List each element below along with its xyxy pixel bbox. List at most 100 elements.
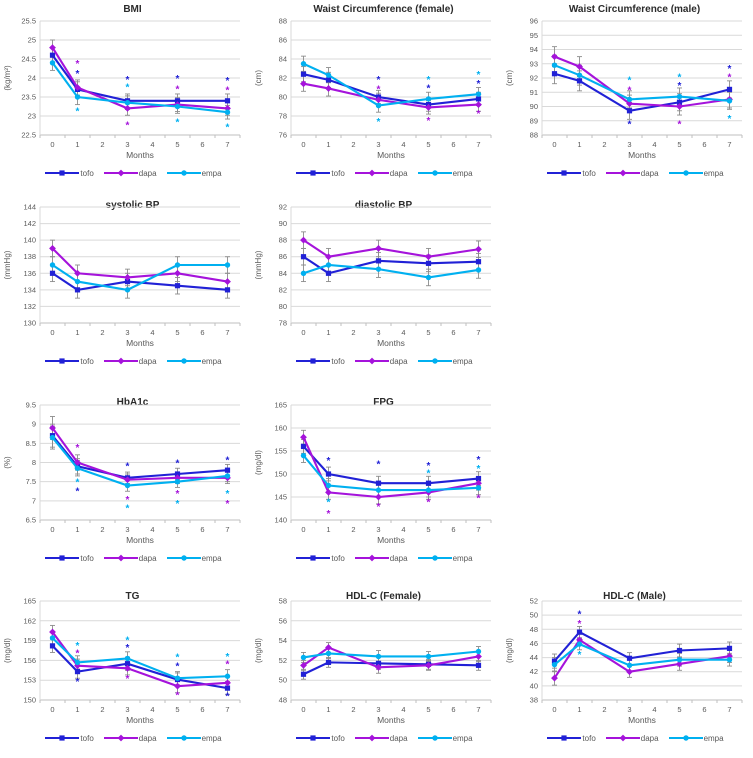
legend-marker-tofo — [547, 735, 582, 741]
legend-label: dapa — [138, 168, 157, 178]
sig-asterisk-empa: * — [76, 106, 80, 117]
sig-asterisk-dapa: * — [377, 84, 381, 95]
sig-asterisk-tofo: * — [176, 662, 180, 673]
series-dapa — [300, 644, 482, 671]
chart-plot: 150 153 156 159 162 165 0 1 2 3 4 5 6 7 Months (mg/dl) *… — [3, 597, 241, 725]
chart-waist-male: Waist Circumference (male) 88 89 90 91 92 93 94… — [502, 0, 753, 186]
x-tick-label: 4 — [401, 705, 405, 714]
x-tick-label: 2 — [602, 140, 606, 149]
x-tick-label: 7 — [225, 705, 229, 714]
sig-asterisk-empa: * — [176, 118, 180, 129]
x-tick-label: 7 — [476, 140, 480, 149]
chart-plot: 140 145 150 155 160 165 0 1 2 3 4 5 6 7 Months (mg/dl) *… — [254, 401, 492, 545]
x-axis-label: Months — [126, 338, 154, 348]
x-tick-label: 3 — [125, 140, 129, 149]
x-tick-label: 7 — [476, 328, 480, 337]
gridlines — [290, 206, 492, 326]
legend-item-empa: empa — [417, 356, 473, 366]
sig-asterisk-dapa: * — [126, 495, 130, 506]
x-tick-label: 4 — [401, 525, 405, 534]
sig-asterisk-tofo: * — [678, 81, 682, 92]
gridlines — [290, 600, 492, 703]
series-empa — [300, 61, 482, 109]
y-tick-label: 82 — [279, 285, 287, 294]
y-tick-label: 165 — [23, 597, 36, 606]
y-tick-label: 156 — [23, 656, 36, 665]
x-tick-label: 6 — [451, 705, 455, 714]
x-tick-label: 2 — [100, 328, 104, 337]
x-tick-label: 1 — [577, 140, 581, 149]
legend-item-empa: empa — [166, 168, 222, 178]
chart-legend: tofo dapa empa — [0, 727, 251, 749]
x-tick-label: 1 — [326, 328, 330, 337]
gridlines — [39, 206, 241, 326]
x-tick-label: 5 — [426, 328, 430, 337]
significance-marks: ********* — [628, 64, 732, 131]
legend-label: empa — [452, 168, 473, 178]
sig-asterisk-dapa: * — [628, 85, 632, 96]
gridlines — [290, 404, 492, 523]
sig-asterisk-empa: * — [427, 469, 431, 480]
legend-label: empa — [201, 733, 222, 743]
x-tick-label: 6 — [200, 140, 204, 149]
sig-asterisk-empa: * — [226, 122, 230, 133]
sig-asterisk-dapa: * — [226, 499, 230, 510]
y-tick-label: 86 — [279, 36, 287, 45]
legend-label: dapa — [138, 356, 157, 366]
y-axis-unit-label: (mg/dl) — [254, 638, 263, 663]
legend-label: dapa — [640, 168, 659, 178]
sig-asterisk-dapa: * — [76, 59, 80, 70]
x-tick-label: 7 — [476, 525, 480, 534]
chart-plot: 130 132 134 136 138 140 142 144 0 1 2 3 4 5 6 7 Months (m… — [3, 203, 241, 348]
sig-asterisk-dapa: * — [427, 498, 431, 509]
sig-asterisk-tofo: * — [427, 84, 431, 95]
y-tick-label: 160 — [274, 424, 287, 433]
legend-label: empa — [452, 356, 473, 366]
series-empa — [300, 648, 482, 661]
y-tick-label: 25 — [28, 36, 36, 45]
x-tick-label: 3 — [376, 328, 380, 337]
y-tick-label: 42 — [530, 667, 538, 676]
y-tick-label: 91 — [530, 88, 538, 97]
legend-label: dapa — [138, 553, 157, 563]
y-axis-unit-label: (cm) — [254, 70, 263, 86]
legend-item-empa: empa — [668, 168, 724, 178]
sig-asterisk-dapa: * — [477, 493, 481, 504]
legend-item-tofo: tofo — [45, 553, 94, 563]
sig-asterisk-tofo: * — [477, 79, 481, 90]
legend-marker-dapa — [354, 357, 389, 365]
x-tick-label: 1 — [75, 705, 79, 714]
legend-label: dapa — [389, 553, 408, 563]
sig-asterisk-empa: * — [126, 83, 130, 94]
legend-label: empa — [452, 733, 473, 743]
legend-item-empa: empa — [166, 733, 222, 743]
y-tick-label: 140 — [23, 236, 36, 245]
x-tick-label: 0 — [301, 705, 305, 714]
legend-item-dapa: dapa — [354, 733, 408, 743]
legend-marker-tofo — [547, 170, 582, 176]
sig-asterisk-empa: * — [327, 498, 331, 509]
x-axis-label: Months — [377, 150, 405, 160]
series-tofo — [300, 659, 482, 677]
series-tofo — [300, 443, 482, 486]
y-tick-label: 76 — [279, 131, 287, 140]
chart-legend: tofo dapa empa — [251, 727, 502, 749]
sig-asterisk-dapa: * — [226, 660, 230, 671]
y-tick-label: 132 — [23, 302, 36, 311]
x-tick-label: 0 — [50, 140, 54, 149]
legend-label: tofo — [582, 733, 596, 743]
y-tick-label: 150 — [274, 470, 287, 479]
legend-item-empa: empa — [417, 733, 473, 743]
sig-asterisk-empa: * — [628, 75, 632, 86]
legend-label: dapa — [138, 733, 157, 743]
chart-legend: tofo dapa empa — [502, 162, 753, 184]
x-tick-label: 2 — [100, 705, 104, 714]
legend-marker-tofo — [296, 555, 331, 561]
y-tick-label: 84 — [279, 269, 287, 278]
legend-marker-tofo — [45, 358, 80, 364]
series-dapa — [551, 636, 733, 682]
legend-label: tofo — [331, 356, 345, 366]
sig-asterisk-dapa: * — [226, 85, 230, 96]
